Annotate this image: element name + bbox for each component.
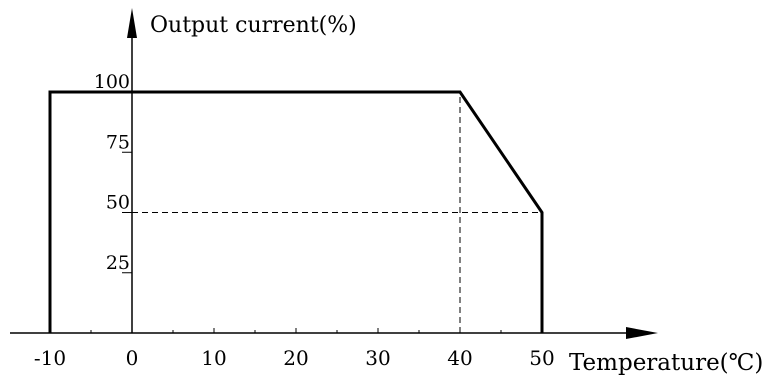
x-tick-label: 0 [126, 346, 139, 370]
x-tick-label: 40 [447, 346, 472, 370]
y-ticks: 100 75 50 25 [94, 71, 132, 274]
x-tick-label: 20 [283, 346, 308, 370]
y-tick-label: 25 [106, 252, 130, 274]
y-axis-arrow [127, 8, 137, 38]
y-tick-label: 75 [106, 131, 130, 153]
x-tick-label: -10 [34, 346, 66, 370]
x-axis-title: Temperature(℃) [569, 350, 763, 376]
x-axis-arrow [626, 327, 658, 339]
x-ticks: -10 0 10 20 30 40 50 [34, 328, 555, 370]
series-layer [48, 90, 544, 333]
x-tick-label: 30 [365, 346, 390, 370]
x-tick-label: 50 [529, 346, 554, 370]
y-axis-title: Output current(%) [150, 13, 357, 38]
y-tick-label: 100 [94, 71, 130, 93]
y-tick-label: 50 [106, 192, 130, 214]
x-tick-label: 10 [201, 346, 226, 370]
series-line [48, 90, 544, 333]
reference-lines [132, 92, 542, 333]
